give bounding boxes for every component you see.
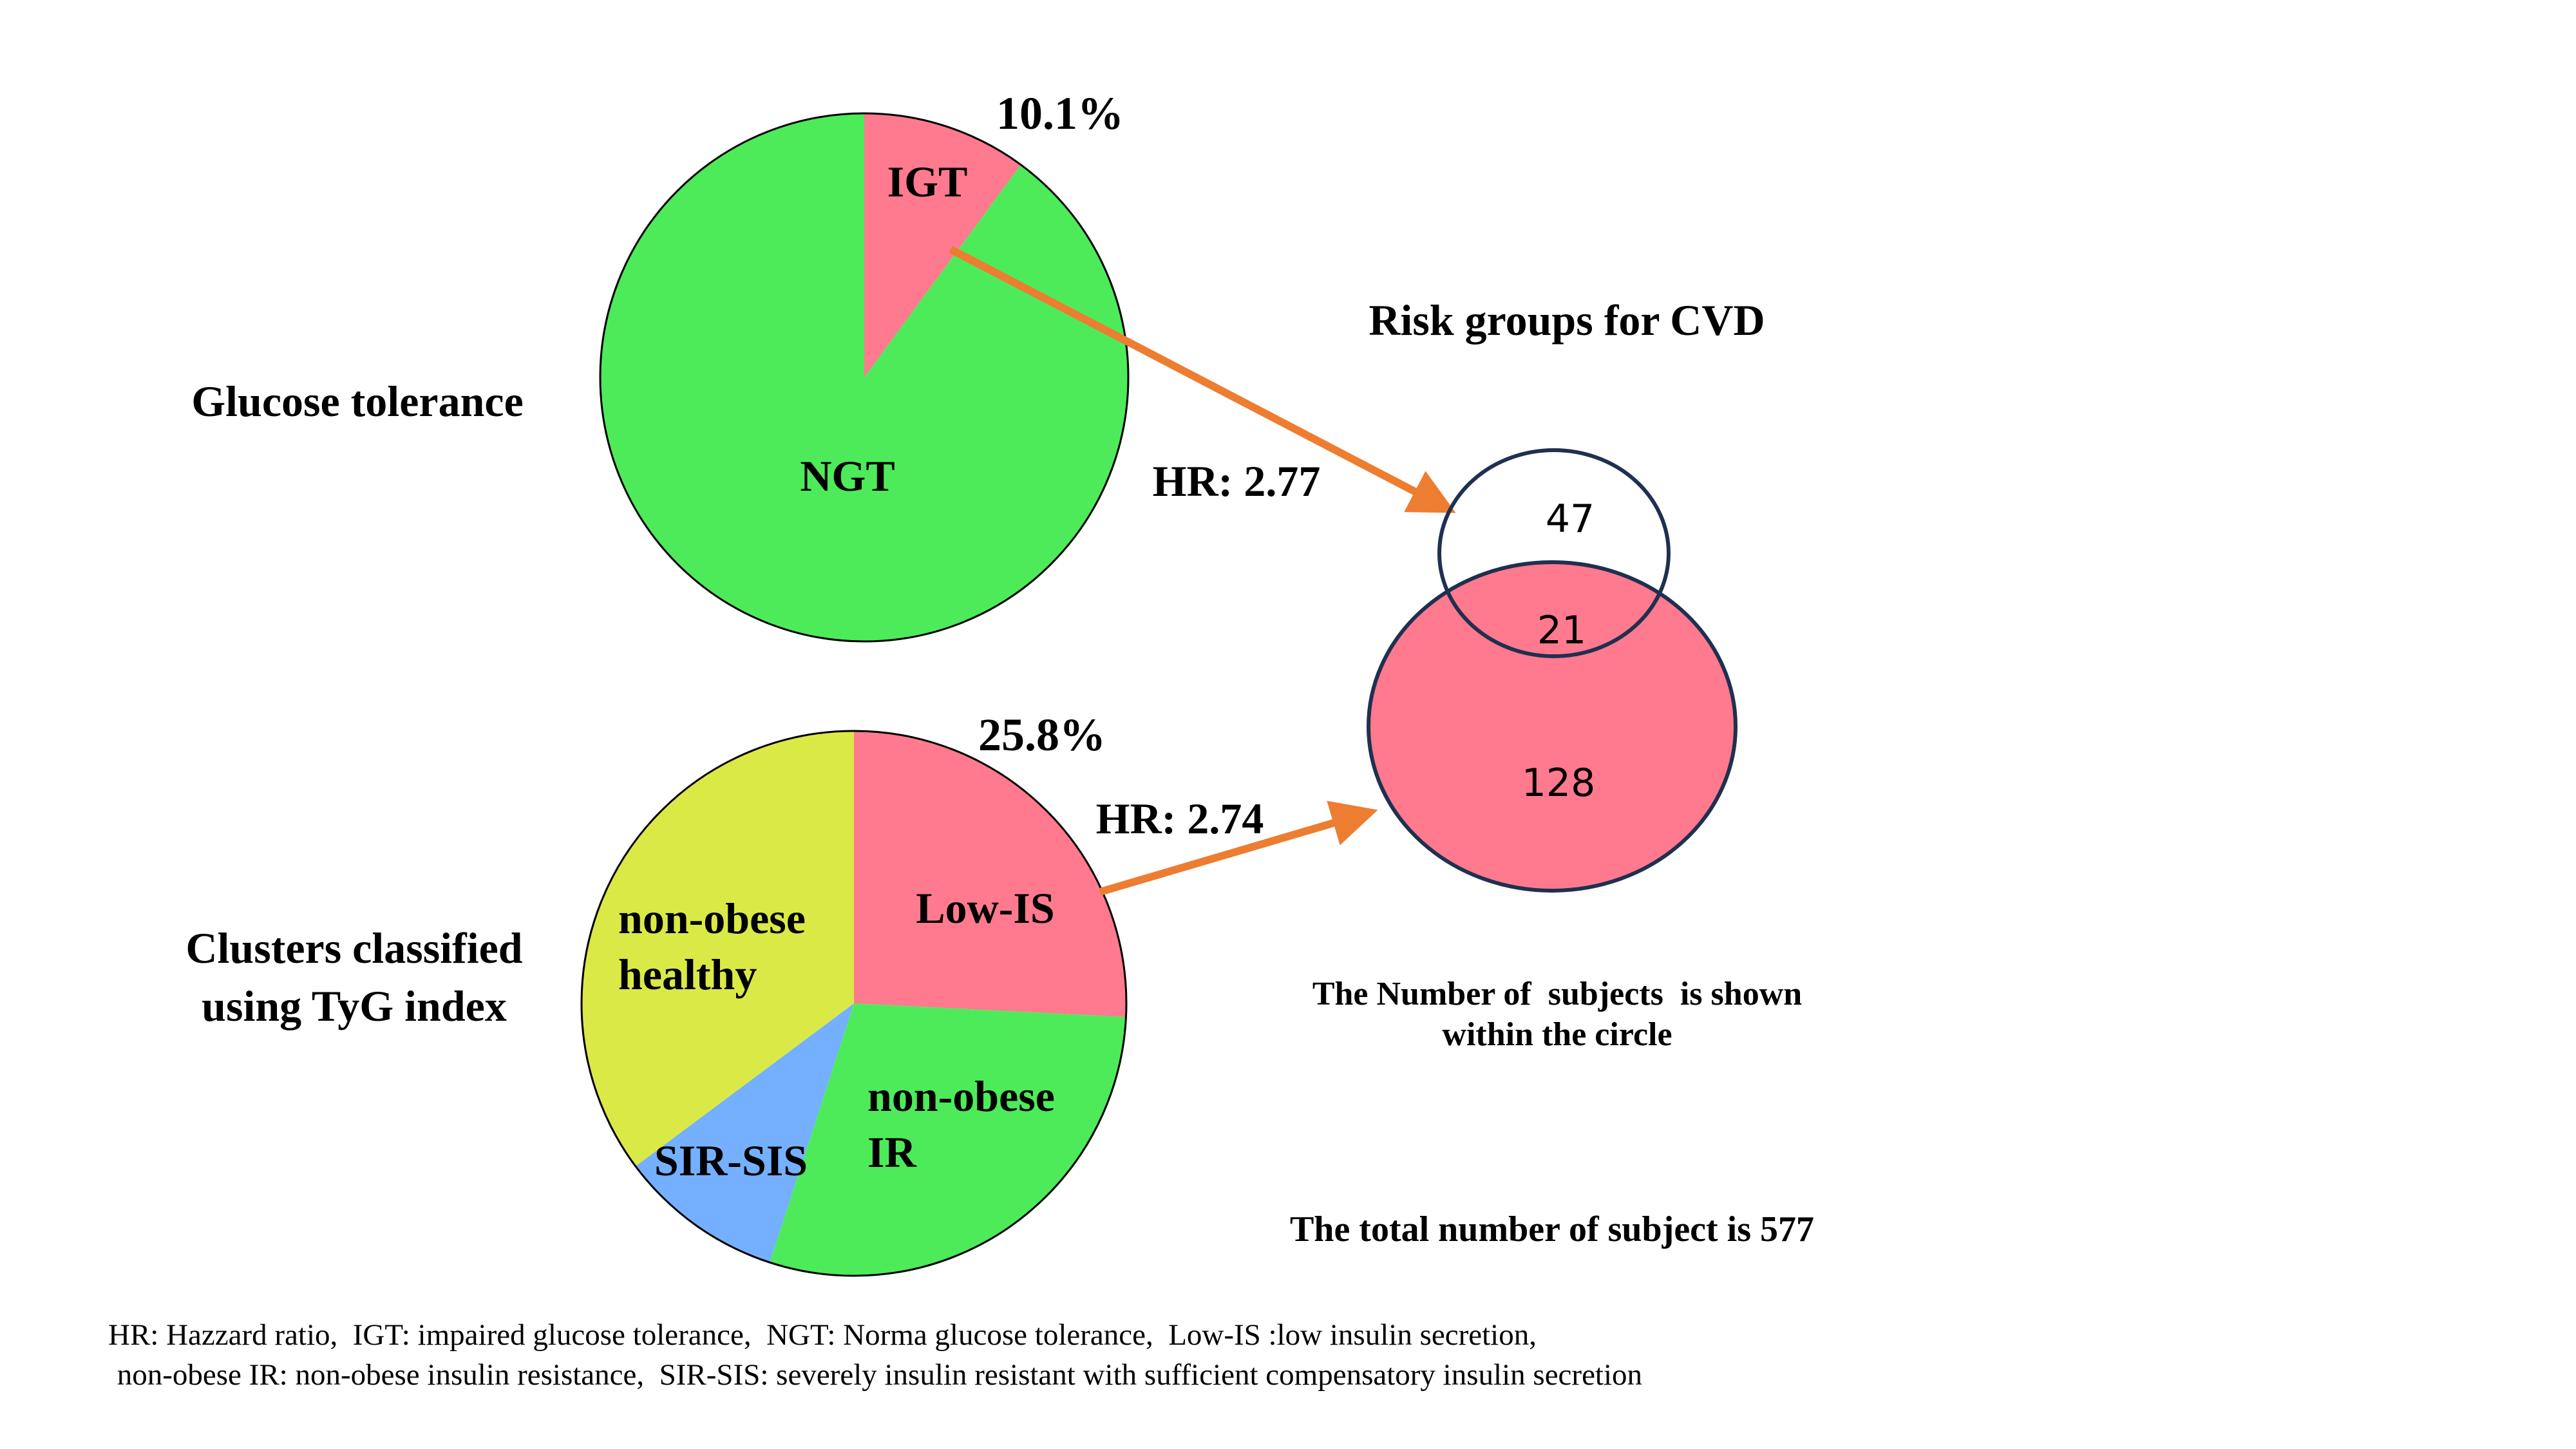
venn-overlap-count: 21	[1537, 608, 1586, 653]
footnote-line1: HR: Hazzard ratio, IGT: impaired glucose…	[108, 1318, 1537, 1352]
clusters-label-line2: using TyG index	[202, 981, 507, 1030]
arrow-igt-to-venn	[949, 245, 1456, 513]
pie-slice-non-obese-ir	[770, 1003, 1126, 1276]
venn-low-is-circle	[1367, 560, 1738, 893]
pie-slice-non-obese-healthy	[582, 731, 854, 1166]
igt-slice-label: IGT	[887, 157, 968, 206]
venn-igt-circle	[1437, 448, 1671, 658]
hr-igt-label: HR: 2.77	[1153, 457, 1321, 506]
non-obese-healthy-slice-label-line1: non-obese	[618, 894, 806, 943]
clusters-label-line1: Clusters classified	[185, 923, 522, 972]
arrow-low-is-to-venn	[1099, 800, 1378, 896]
tyg-clusters-pie	[580, 730, 1128, 1277]
pie-slice-sir-sis	[635, 1003, 854, 1263]
igt-percent-label: 10.1%	[996, 88, 1124, 139]
sir-sis-slice-label: SIR-SIS	[654, 1136, 808, 1185]
ngt-slice-label: NGT	[800, 451, 895, 500]
glucose-tolerance-label: Glucose tolerance	[191, 377, 524, 426]
pie-slice-ngt	[600, 113, 1129, 641]
total-subjects-label: The total number of subject is 577	[1290, 1209, 1814, 1249]
venn-caption-line2: within the circle	[1442, 1016, 1672, 1053]
low-is-percent-label: 25.8%	[978, 709, 1106, 761]
pie-outline	[580, 730, 1128, 1277]
venn-caption-line1: The Number of subjects is shown	[1312, 976, 1802, 1012]
venn-igt-only-count: 47	[1546, 497, 1595, 542]
non-obese-ir-slice-label-line1: non-obese	[867, 1072, 1055, 1121]
venn-title: Risk groups for CVD	[1368, 296, 1765, 345]
non-obese-ir-slice-label-line2: IR	[867, 1128, 916, 1177]
non-obese-healthy-slice-label-line2: healthy	[618, 950, 757, 999]
footnote-line2: non-obese IR: non-obese insulin resistan…	[109, 1358, 1642, 1392]
venn-low-is-only-count: 128	[1522, 761, 1596, 806]
low-is-slice-label: Low-IS	[916, 884, 1054, 933]
pie-slice-low-is	[854, 731, 1126, 1018]
glucose-tolerance-pie	[599, 112, 1130, 643]
pie-slice-igt	[864, 113, 1021, 377]
pie-outline	[599, 112, 1130, 643]
hr-low-is-label: HR: 2.74	[1096, 794, 1264, 843]
